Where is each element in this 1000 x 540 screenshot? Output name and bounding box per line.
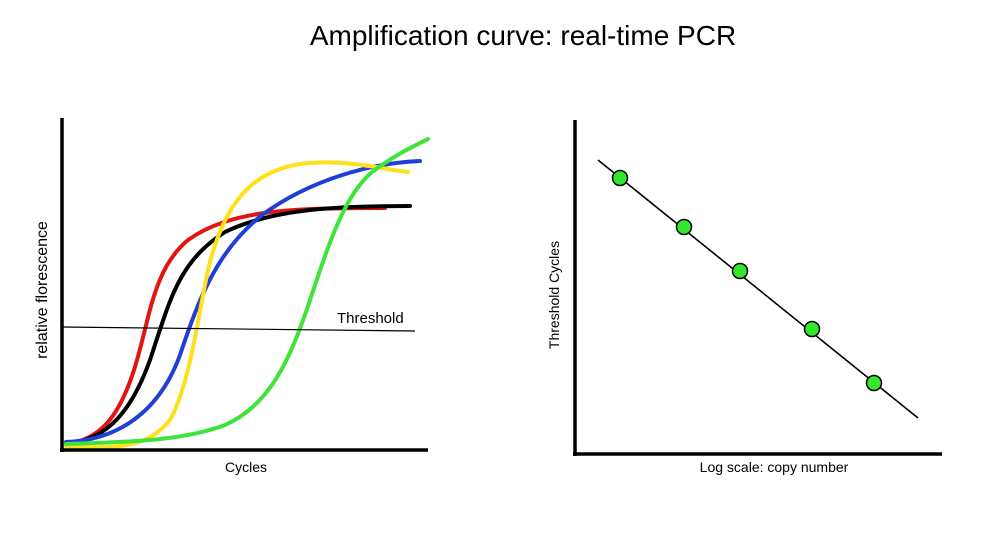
- data-point: [731, 262, 749, 280]
- data-point: [865, 374, 883, 392]
- right-y-axis-label: Threshold Cycles: [546, 241, 562, 349]
- right-x-axis-label: Log scale: copy number: [700, 459, 849, 475]
- curve-red: [64, 206, 387, 446]
- trend-line: [597, 159, 919, 419]
- left-y-axis-label: relative florescence: [34, 221, 51, 359]
- threshold-line: [61, 326, 416, 332]
- curve-yellow: [64, 160, 410, 450]
- data-point: [803, 320, 821, 338]
- left-x-axis-label: Cycles: [225, 459, 267, 475]
- threshold-label: Threshold: [337, 310, 404, 327]
- data-point: [675, 218, 693, 236]
- curve-black: [64, 204, 412, 446]
- curve-blue: [64, 159, 422, 444]
- standard-curve-chart: Log scale: copy number Threshold Cycles: [546, 120, 942, 475]
- figure-title: Amplification curve: real-time PCR: [309, 20, 737, 51]
- data-point: [611, 169, 629, 187]
- curve-green: [64, 137, 430, 446]
- amplification-chart: Threshold Cycles relative florescence: [34, 118, 430, 475]
